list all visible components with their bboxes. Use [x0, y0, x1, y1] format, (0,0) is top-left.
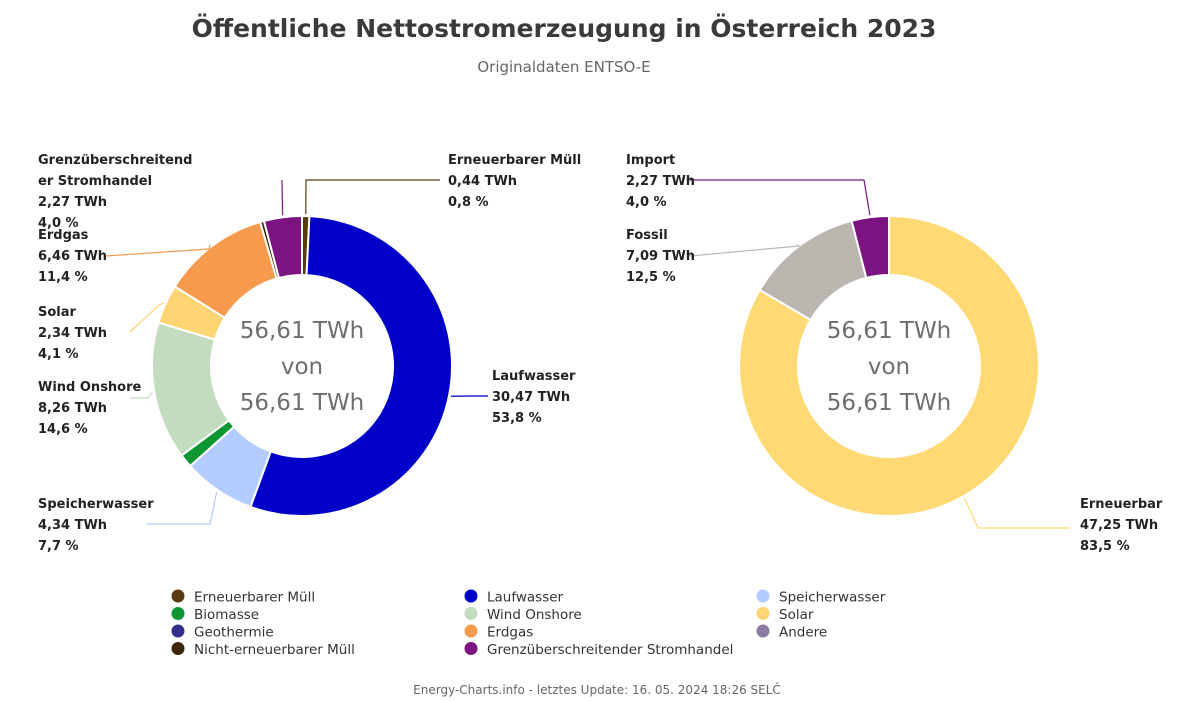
data-label-fossil: 7,09 TWh [626, 249, 695, 264]
data-label-grenzueberschreitender-stromhandel: 4,0 % [38, 216, 79, 231]
data-label-laufwasser: 30,47 TWh [492, 390, 570, 405]
data-label-erneuerbarer-muell: 0,44 TWh [448, 174, 517, 189]
data-label-wind-onshore: Wind Onshore [38, 380, 142, 395]
data-label-erdgas: Erdgas [38, 228, 89, 243]
legend-symbol-andere[interactable] [756, 624, 770, 638]
data-label-laufwasser: Laufwasser [492, 369, 576, 384]
data-label-erdgas: 6,46 TWh [38, 249, 107, 264]
slice-erneuerbar[interactable] [738, 214, 1040, 517]
legend-symbol-wind-onshore[interactable] [464, 607, 478, 620]
data-label-speicherwasser: 7,7 % [38, 539, 79, 554]
legend-item-geothermie[interactable]: Geothermie [194, 625, 274, 641]
slice-import[interactable] [850, 214, 890, 280]
connector-erdgas [105, 244, 211, 257]
center-total-line: 56,61 TWh [240, 318, 365, 344]
legend-item-speicherwasser[interactable]: Speicherwasser [779, 590, 886, 606]
data-label-fossil: Fossil [626, 228, 668, 243]
center-total-line: von [281, 354, 323, 380]
connector-solar [129, 302, 164, 333]
data-label-erdgas: 11,4 % [38, 270, 88, 285]
legend-symbol-nicht-erneuerbarer-muell[interactable] [171, 642, 185, 655]
data-label-grenzueberschreitender-stromhandel: er Stromhandel [38, 174, 152, 189]
donut-chart-categories: Erneuerbar 47,25 TWh 83,5 % Fossil 7,09 TWh 1… [626, 153, 1163, 554]
connector-import [690, 179, 871, 216]
data-label-grenzueberschreitender-stromhandel: Grenzüberschreitend [38, 153, 192, 168]
legend-item-laufwasser[interactable]: Laufwasser [487, 590, 564, 606]
connector-erneuerbar [963, 497, 1070, 529]
data-label-speicherwasser: Speicherwasser [38, 497, 154, 512]
legend-item-andere[interactable]: Andere [779, 625, 827, 641]
legend-item-erdgas[interactable]: Erdgas [487, 625, 533, 641]
slice-laufwasser[interactable] [249, 215, 453, 517]
legend-item-grenzueberschreitender-stromhandel[interactable]: Grenzüberschreitender Stromhandel [487, 642, 733, 658]
chart-credits[interactable]: Energy-Charts.info - letztes Update: 16.… [413, 682, 781, 697]
data-label-erneuerbar: Erneuerbar [1080, 497, 1163, 512]
connector-fossil [689, 244, 801, 257]
connector-speicherwasser [146, 491, 218, 525]
chart-subtitle: Originaldaten ENTSO-E [477, 58, 650, 76]
data-label-import: 2,27 TWh [626, 174, 695, 189]
data-label-laufwasser: 53,8 % [492, 411, 542, 426]
data-label-solar: 2,34 TWh [38, 326, 107, 341]
data-label-wind-onshore: 14,6 % [38, 422, 88, 437]
legend-symbol-biomasse[interactable] [171, 607, 185, 620]
data-label-wind-onshore: 8,26 TWh [38, 401, 107, 416]
legend-symbol-solar[interactable] [756, 607, 770, 620]
legend-item-wind-onshore[interactable]: Wind Onshore [487, 607, 582, 623]
connector-grenzueberschreitender-stromhandel [281, 179, 284, 216]
legend-item-solar[interactable]: Solar [779, 607, 814, 623]
legend-item-erneuerbarer-muell[interactable]: Erneuerbarer Müll [194, 590, 315, 606]
data-label-grenzueberschreitender-stromhandel: 2,27 TWh [38, 195, 107, 210]
legend-symbol-speicherwasser[interactable] [756, 589, 770, 603]
legend-symbol-erneuerbarer-muell[interactable] [171, 589, 185, 603]
data-label-erneuerbarer-muell: Erneuerbarer Müll [448, 153, 581, 168]
data-label-erneuerbar: 47,25 TWh [1080, 518, 1158, 533]
data-label-erneuerbar: 83,5 % [1080, 539, 1130, 554]
data-label-import: Import [626, 153, 675, 168]
data-label-erneuerbarer-muell: 0,8 % [448, 195, 489, 210]
legend-item-biomasse[interactable]: Biomasse [194, 607, 259, 623]
center-total-line: 56,61 TWh [240, 390, 365, 416]
data-label-speicherwasser: 4,34 TWh [38, 518, 107, 533]
chart-title: Öffentliche Nettostromerzeugung in Öster… [192, 13, 937, 43]
data-label-import: 4,0 % [626, 195, 667, 210]
legend-symbol-erdgas[interactable] [464, 624, 478, 638]
legend-symbol-grenzueberschreitender-stromhandel[interactable] [464, 642, 478, 655]
center-total-line: von [868, 354, 910, 380]
center-total-line: 56,61 TWh [827, 390, 952, 416]
connector-wind-onshore [130, 391, 153, 399]
data-label-solar: Solar [38, 305, 77, 320]
data-label-solar: 4,1 % [38, 347, 79, 362]
donut-chart-generation: Erneuerbarer Müll 0,44 TWh 0,8 % Laufwasser… [38, 153, 581, 554]
slice-grenzueberschreitender-stromhandel[interactable] [262, 214, 303, 280]
data-label-fossil: 12,5 % [626, 270, 676, 285]
legend-symbol-geothermie[interactable] [171, 624, 185, 638]
legend-item-nicht-erneuerbarer-muell[interactable]: Nicht-erneuerbarer Müll [194, 642, 355, 658]
connector-erneuerbarer-muell [305, 179, 440, 215]
legend-symbol-laufwasser[interactable] [464, 589, 478, 603]
center-total-line: 56,61 TWh [827, 318, 952, 344]
